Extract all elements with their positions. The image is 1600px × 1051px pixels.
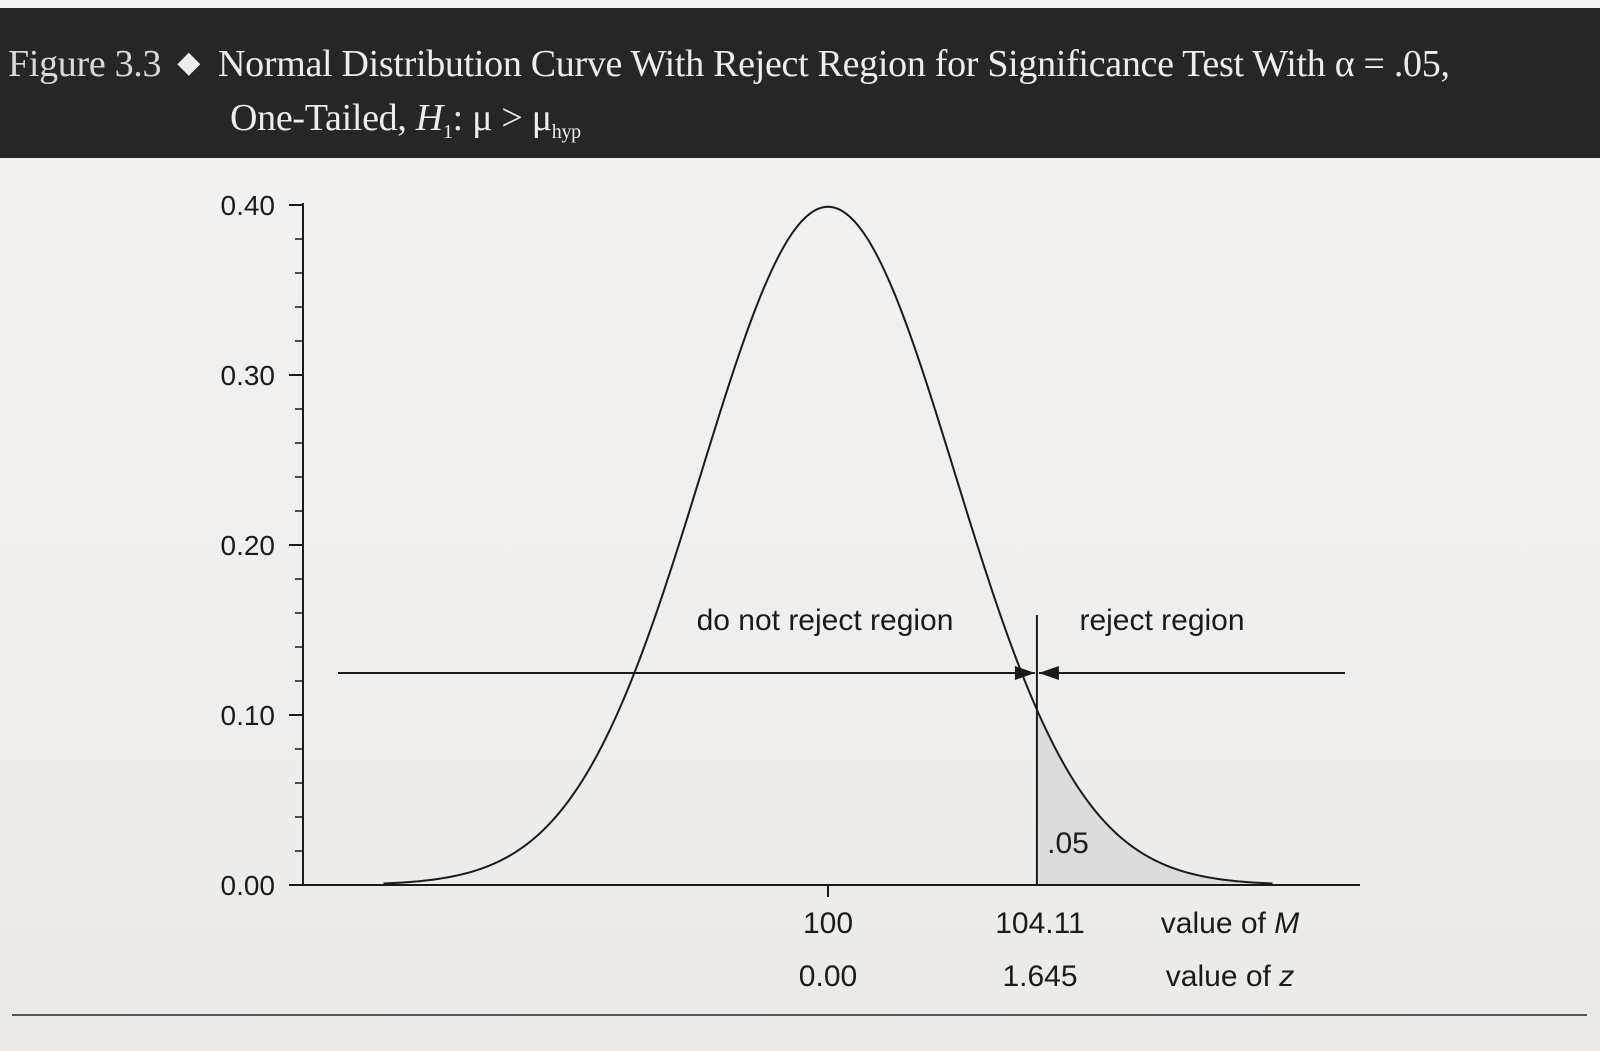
figure-title-line-1: Normal Distribution Curve With Reject Re…: [218, 43, 1450, 85]
reject-region-label: reject region: [1079, 604, 1244, 637]
hypothesis-symbol: H: [415, 97, 443, 139]
x-row-label-z: value of z: [1166, 960, 1294, 993]
x-row-label-M-var: M: [1274, 907, 1299, 940]
y-tick-label: 0.30: [221, 360, 276, 391]
x-row-label-M: value of M: [1161, 907, 1299, 940]
annotation-group: do not reject region reject region .05 1…: [697, 604, 1300, 993]
x-row-label-z-var: z: [1278, 960, 1294, 993]
figure-bottom-rule: [12, 1014, 1587, 1016]
x-label-mean-M: 100: [803, 907, 853, 940]
reject-region-shading: [1036, 709, 1273, 885]
normal-distribution-chart: 0.40 0.30 0.20 0.10 0.00 do not reject regio…: [221, 190, 1360, 993]
x-label-critical-M: 104.11: [995, 907, 1085, 940]
axes-group: 0.40 0.30 0.20 0.10 0.00: [221, 190, 1360, 901]
x-row-label-M-prefix: value of: [1161, 907, 1274, 940]
do-not-reject-arrowhead: [1014, 666, 1035, 680]
figure-title-line-2-prefix: One-Tailed,: [230, 97, 416, 139]
hypothesis-relation: : μ > μ: [452, 97, 552, 139]
shaded-area-label: .05: [1047, 827, 1089, 860]
figure-caption-line-1: Figure 3.3 ◆ Normal Distribution Curve Wit…: [8, 42, 1450, 86]
figure-label: Figure 3.3: [8, 43, 162, 85]
normal-curve: [383, 205, 1273, 885]
figure-caption-line-2: One-Tailed, H1: μ > μhyp: [230, 96, 581, 144]
x-row-label-z-prefix: value of: [1166, 960, 1279, 993]
y-tick-label: 0.10: [221, 700, 276, 731]
x-label-critical-z: 1.645: [1002, 960, 1077, 993]
hypothesis-rhs-subscript: hyp: [551, 121, 581, 143]
hypothesis-subscript: 1: [442, 121, 453, 143]
y-tick-label: 0.40: [221, 190, 276, 221]
figure-header: Figure 3.3 ◆ Normal Distribution Curve Wit…: [0, 8, 1600, 158]
do-not-reject-region-label: do not reject region: [697, 604, 954, 637]
reject-region-shading-group: [1036, 709, 1273, 885]
y-tick-label: 0.00: [221, 870, 276, 901]
curve-group: [338, 205, 1345, 885]
reject-arrowhead: [1038, 666, 1059, 680]
y-tick-label: 0.20: [221, 530, 276, 561]
diamond-icon: ◆: [177, 46, 200, 79]
x-label-mean-z: 0.00: [799, 960, 857, 993]
